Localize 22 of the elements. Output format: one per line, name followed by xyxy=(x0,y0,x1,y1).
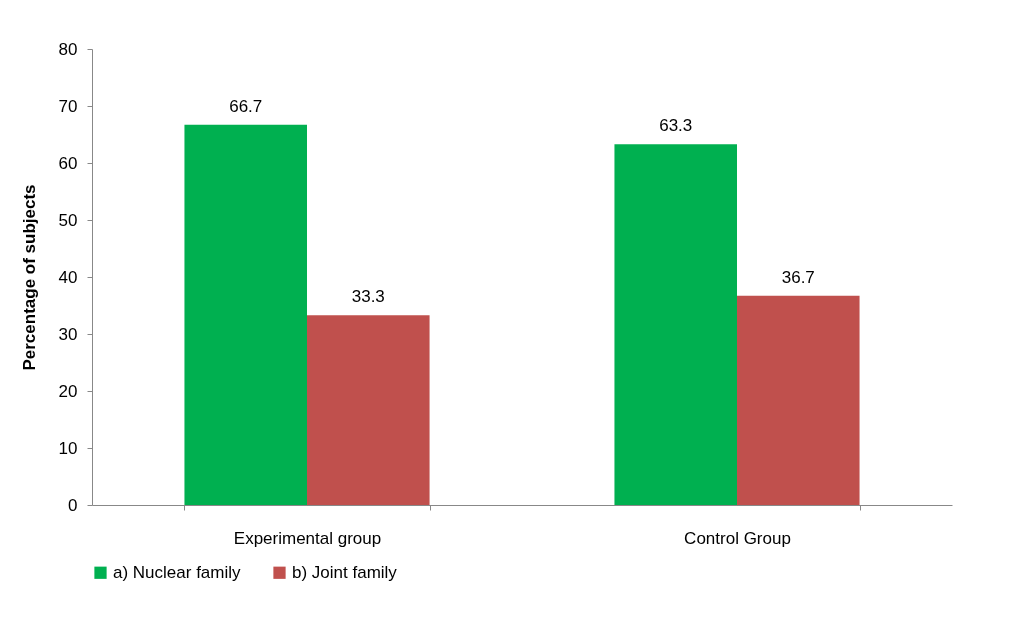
y-tick-label: 30 xyxy=(58,324,78,344)
x-tick-label: Control Group xyxy=(684,528,791,548)
y-tick-label: 80 xyxy=(58,39,78,59)
legend-label: a) Nuclear family xyxy=(113,562,242,582)
data-label: 36.7 xyxy=(781,267,815,287)
y-tick-label: 40 xyxy=(58,267,78,287)
data-label: 63.3 xyxy=(659,116,693,136)
y-tick-label: 20 xyxy=(58,381,78,401)
y-tick-label: 10 xyxy=(58,438,78,458)
legend-label: b) Joint family xyxy=(292,562,398,582)
y-tick-label: 0 xyxy=(68,495,78,515)
y-tick-label: 50 xyxy=(58,210,78,230)
bar xyxy=(614,144,737,505)
y-tick-label: 60 xyxy=(58,153,78,173)
data-label: 33.3 xyxy=(351,287,385,307)
data-label: 66.7 xyxy=(229,96,263,116)
y-tick-label: 70 xyxy=(58,96,78,116)
x-tick-label: Experimental group xyxy=(233,528,382,548)
bar xyxy=(184,124,307,505)
y-axis-title: Percentage of subjects xyxy=(19,184,39,371)
bar xyxy=(307,315,430,505)
bar xyxy=(737,295,860,505)
